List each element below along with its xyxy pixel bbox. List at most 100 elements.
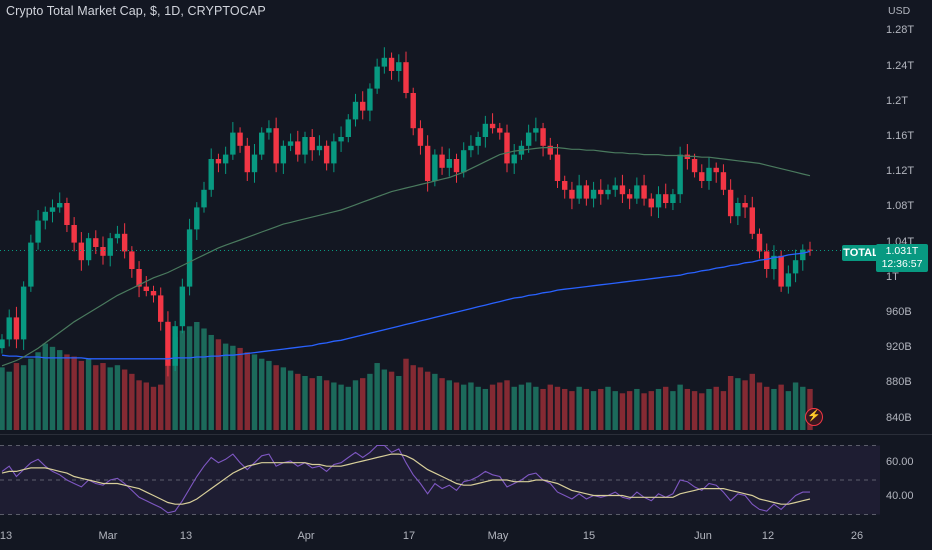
candle-body (93, 238, 99, 247)
candle-body (468, 145, 474, 151)
time-tick: Mar (98, 530, 118, 542)
price-tick: 1.24T (886, 59, 915, 72)
candle-body (165, 321, 171, 366)
volume-bar (749, 373, 755, 430)
volume-bar (598, 388, 604, 430)
price-value: 1.031T (885, 245, 919, 257)
volume-bar (215, 339, 222, 430)
volume-bar (222, 343, 229, 430)
volume-bar (35, 352, 41, 430)
volume-bar (684, 388, 691, 430)
candle-body (85, 238, 92, 261)
candle-body (453, 159, 460, 173)
candle-body (0, 339, 5, 349)
candle-body (302, 137, 308, 155)
candle-body (619, 185, 626, 195)
currency-label: USD (888, 5, 911, 17)
candle-body (230, 132, 236, 155)
volume-bar (475, 386, 481, 430)
candle-body (727, 189, 734, 217)
volume-bar (107, 367, 113, 430)
candle-body (35, 220, 41, 243)
candle-body (6, 317, 12, 340)
volume-bar (699, 393, 705, 430)
volume-bar (547, 384, 553, 430)
volume-bar (49, 346, 56, 430)
candle-body (576, 185, 582, 199)
candle-body (360, 101, 366, 111)
volume-bar (482, 388, 489, 430)
candle-body (273, 128, 279, 164)
time-tick: 13 (0, 530, 13, 542)
ma-short-line (1, 147, 811, 367)
candle-body (670, 194, 676, 203)
candle-body (388, 57, 395, 71)
candle-body (244, 145, 250, 173)
candle-body (764, 251, 770, 269)
volume-bar (670, 391, 676, 430)
candle-body (533, 128, 539, 133)
candle-body (432, 154, 438, 181)
volume-bar (172, 337, 178, 430)
volume-bar (302, 376, 308, 430)
candle-body (186, 229, 193, 287)
candle-body (331, 141, 337, 164)
volume-bar (612, 391, 618, 430)
symbol-badge: TOTAL (842, 245, 880, 261)
candle-body (663, 194, 669, 203)
volume-bar (677, 384, 683, 430)
volume-bar (150, 386, 157, 430)
volume-bar (641, 393, 647, 430)
ma-long-line (1, 250, 811, 360)
volume-bar (85, 358, 92, 430)
price-tick: 1.12T (886, 165, 915, 178)
volume-bar (143, 382, 149, 430)
candle-body (71, 225, 77, 243)
volume-bar (121, 369, 128, 430)
candle-body (295, 141, 301, 155)
countdown: 12:36:57 (881, 258, 923, 270)
candle-body (807, 249, 813, 251)
indicator-lines (1, 147, 811, 367)
volume-bar (194, 322, 200, 430)
time-tick: Jun (694, 530, 712, 542)
volume-bar (533, 386, 539, 430)
volume-bar (295, 373, 301, 430)
candle-body (352, 101, 359, 120)
volume-bar (64, 354, 70, 430)
candle-body (42, 211, 48, 221)
volume-bar (562, 388, 568, 430)
rsi-tick: 40.00 (886, 490, 914, 503)
candle-body (590, 189, 597, 199)
volume-bar (352, 380, 359, 430)
volume-bars (0, 322, 813, 430)
candle-body (201, 189, 207, 208)
volume-bar (417, 367, 424, 430)
volume-bar (13, 363, 20, 430)
candle-body (143, 286, 149, 291)
volume-bar (237, 347, 243, 430)
volume-bar (208, 334, 214, 430)
candle-body (78, 242, 85, 261)
lightning-icon[interactable]: ⚡ (805, 408, 823, 426)
volume-bar (280, 367, 287, 430)
price-tick: 880B (886, 376, 912, 389)
volume-bar (569, 391, 575, 430)
time-tick: 26 (850, 530, 864, 542)
volume-bar (410, 365, 416, 430)
volume-bar (504, 380, 510, 430)
candle-body (13, 317, 20, 340)
volume-bar (453, 382, 460, 430)
candle-body (287, 141, 294, 146)
volume-bar (742, 380, 748, 430)
candle-body (323, 145, 330, 164)
volume-bar (323, 380, 330, 430)
candle-body (720, 172, 727, 190)
candle-body (749, 207, 755, 234)
price-tick: 1T (886, 270, 899, 283)
candle-body (569, 189, 575, 199)
time-tick: 17 (402, 530, 416, 542)
candle-body (259, 132, 265, 155)
volume-bar (259, 358, 265, 430)
